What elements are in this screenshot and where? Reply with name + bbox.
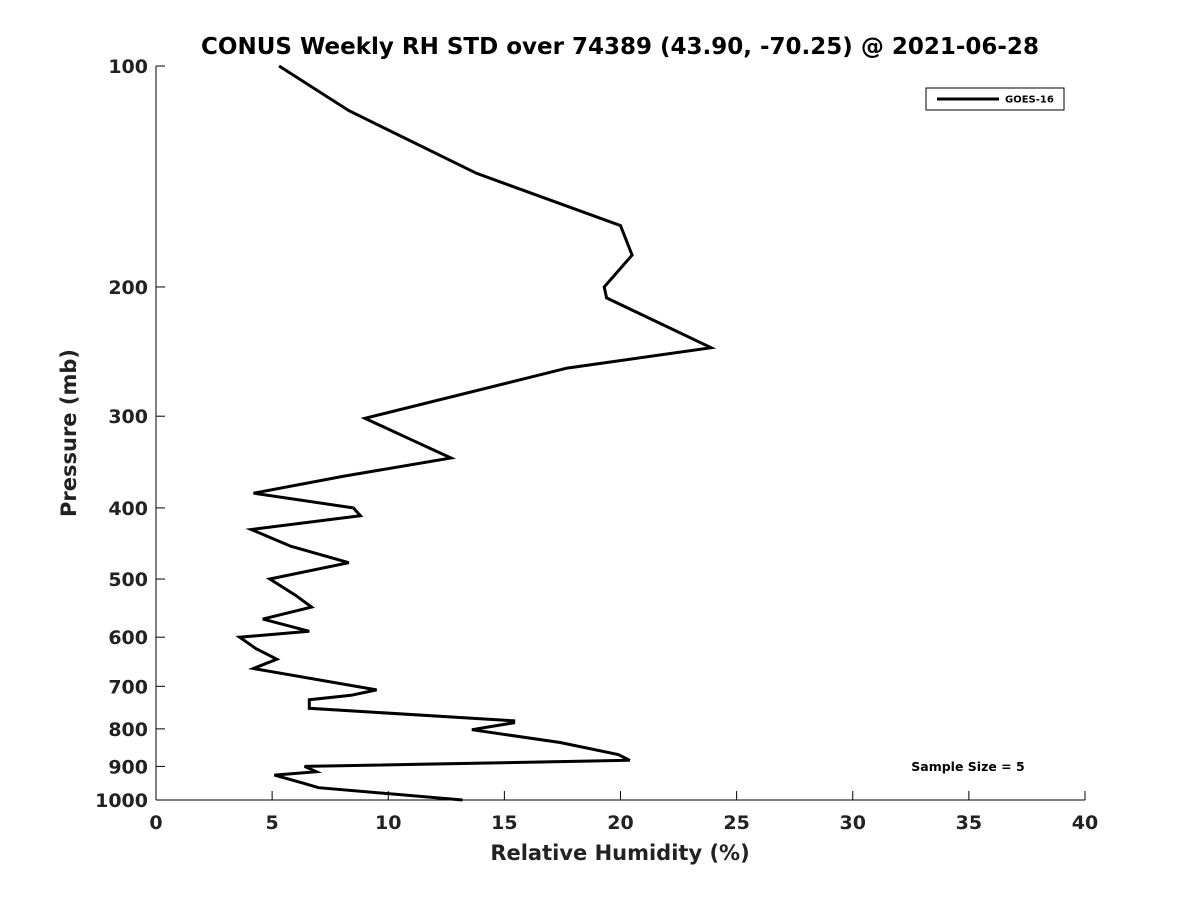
x-tick-label: 10 <box>375 812 401 834</box>
x-tick-label: 20 <box>607 812 633 834</box>
y-tick-label: 700 <box>108 676 148 698</box>
y-tick-label: 900 <box>108 756 148 778</box>
y-ticks: 100 200 300 400 500 600 700 800 900 1000 <box>95 56 165 812</box>
y-tick-label: 1000 <box>95 790 148 812</box>
x-tick-label: 40 <box>1072 812 1098 834</box>
plot-area <box>155 66 1085 801</box>
series-line-goes-16 <box>235 64 717 802</box>
x-tick-label: 25 <box>723 812 749 834</box>
x-tick-label: 15 <box>491 812 517 834</box>
y-tick-label: 600 <box>108 627 148 649</box>
legend: GOES-16 <box>925 87 1065 111</box>
y-tick-label: 500 <box>108 569 148 591</box>
legend-label-goes-16: GOES-16 <box>1005 95 1054 106</box>
x-tick-label: 5 <box>266 812 279 834</box>
chart-title: CONUS Weekly RH STD over 74389 (43.90, -… <box>201 34 1039 60</box>
x-tick-label: 35 <box>956 812 982 834</box>
series-layer <box>235 64 717 802</box>
x-tick-label: 30 <box>840 812 866 834</box>
x-tick-label: 0 <box>149 812 162 834</box>
sample-size-annotation: Sample Size = 5 <box>911 759 1024 774</box>
y-tick-label: 200 <box>108 277 148 299</box>
y-tick-label: 400 <box>108 498 148 520</box>
x-ticks: 0 5 10 15 20 25 30 35 40 <box>149 791 1098 834</box>
x-axis-label: Relative Humidity (%) <box>490 841 749 865</box>
y-tick-label: 100 <box>108 56 148 78</box>
y-tick-label: 800 <box>108 719 148 741</box>
y-axis-label: Pressure (mb) <box>57 349 81 517</box>
y-tick-label: 300 <box>108 406 148 428</box>
